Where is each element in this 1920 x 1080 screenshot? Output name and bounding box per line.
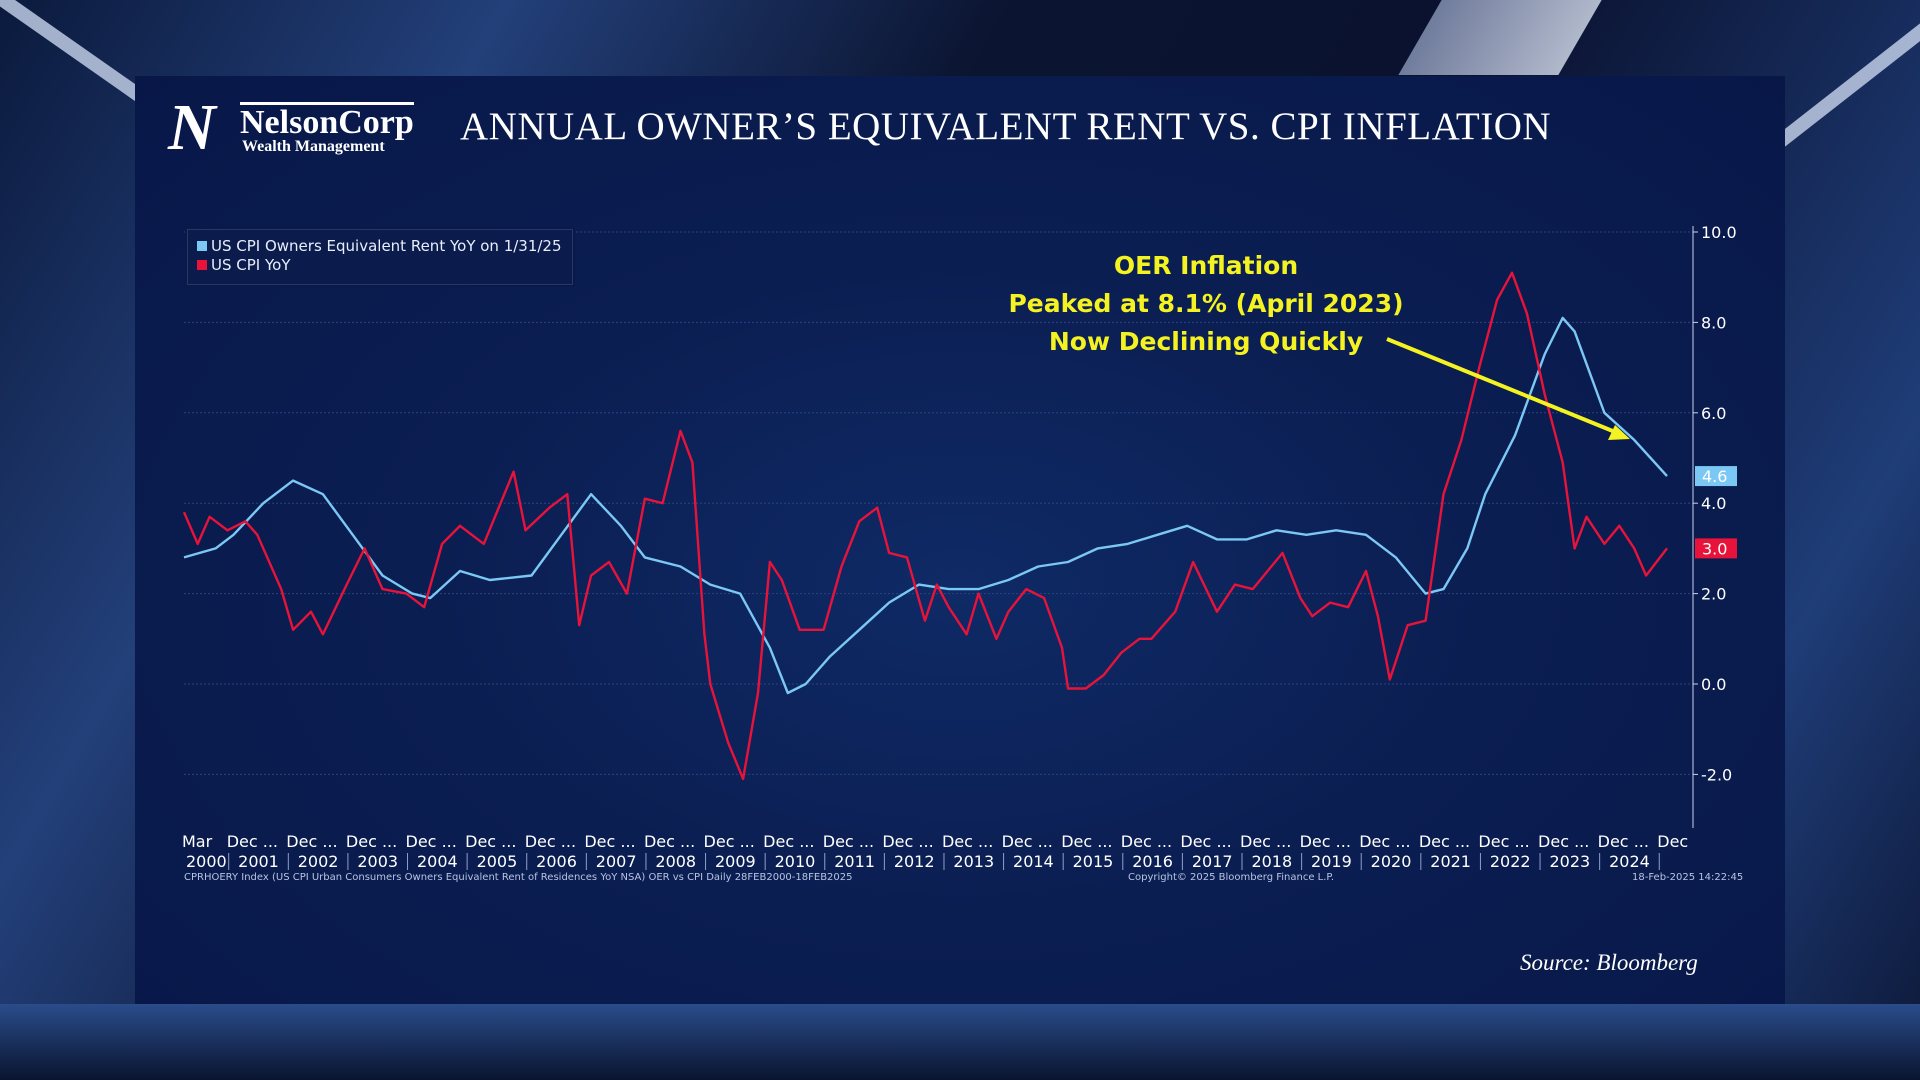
x-tick-label-year: 2015 xyxy=(1073,852,1114,871)
last-value-label: 3.0 xyxy=(1702,539,1727,558)
grid xyxy=(184,231,1693,775)
x-tick-label-year: 2007 xyxy=(596,852,637,871)
x-tick-label-year: 2006 xyxy=(536,852,577,871)
studio-floor xyxy=(0,1004,1920,1080)
x-tick-label-year: 2011 xyxy=(834,852,875,871)
x-tick-label-top: Dec ... xyxy=(942,832,993,851)
x-tick-label-top: Dec ... xyxy=(1180,832,1231,851)
annotation-line: OER Inflation xyxy=(1113,251,1299,280)
x-tick-label-top: Dec ... xyxy=(1478,832,1529,851)
x-tick-label-top: Dec ... xyxy=(823,832,874,851)
x-tick-label-year: 2008 xyxy=(655,852,696,871)
x-tick-label-top: Dec ... xyxy=(1240,832,1291,851)
y-tick-label: 8.0 xyxy=(1701,313,1726,332)
y-tick-label: 4.0 xyxy=(1701,494,1726,513)
logo-name: NelsonCorp xyxy=(240,102,414,141)
x-tick-label-top: Mar xyxy=(182,832,213,851)
last-value-tag xyxy=(1695,466,1737,487)
y-tick-label: -2.0 xyxy=(1701,765,1732,784)
x-tick-label-top: Dec ... xyxy=(584,832,635,851)
annotation-arrowhead xyxy=(1608,425,1630,440)
legend-swatch xyxy=(197,260,207,270)
x-tick-label-year: 2024 xyxy=(1609,852,1650,871)
cpi-line xyxy=(182,271,1668,781)
x-tick-label-year: 2003 xyxy=(357,852,398,871)
last-value-label: 4.6 xyxy=(1702,467,1727,486)
x-tick-label-top: Dec ... xyxy=(525,832,576,851)
x-tick-label-year: 2020 xyxy=(1371,852,1412,871)
x-tick-label-top: Dec ... xyxy=(1538,832,1589,851)
x-tick-label-top: Dec ... xyxy=(1598,832,1649,851)
x-tick-label-year: 2000 xyxy=(186,852,227,871)
x-tick-label-top: Dec ... xyxy=(1061,832,1112,851)
chart-annotation: OER Inflation Peaked at 8.1% (April 2023… xyxy=(1000,247,1412,361)
x-tick-label-top: Dec ... xyxy=(346,832,397,851)
x-tick-label-year: 2021 xyxy=(1430,852,1471,871)
x-tick-label-year: 2005 xyxy=(477,852,518,871)
axes: 10.0 8.0 6.0 4.0 2.0 0.0 -2.0 4.6 3.0 Mar Dec ... D… xyxy=(182,223,1737,871)
x-tick-label-year: 2001 xyxy=(238,852,279,871)
annotation-line: Now Declining Quickly xyxy=(1048,327,1364,356)
x-tick-label-year: 2012 xyxy=(894,852,935,871)
x-tick-label-top: Dec ... xyxy=(1300,832,1351,851)
footer-timestamp: 18-Feb-2025 14:22:45 xyxy=(1632,872,1744,883)
x-tick-label-year: 2023 xyxy=(1549,852,1590,871)
footer-index-description: CPRHOERY Index (US CPI Urban Consumers O… xyxy=(184,872,853,883)
x-tick-label-top: Dec ... xyxy=(763,832,814,851)
chart-legend: US CPI Owners Equivalent Rent YoY on 1/3… xyxy=(185,227,575,287)
x-tick-label-top: Dec ... xyxy=(286,832,337,851)
legend-swatch xyxy=(197,241,207,251)
x-tick-label-year: 2013 xyxy=(953,852,994,871)
legend-item-oer: US CPI Owners Equivalent Rent YoY on 1/3… xyxy=(197,237,573,256)
footer-copyright: Copyright© 2025 Bloomberg Finance L.P. xyxy=(1128,872,1335,883)
series-lines xyxy=(182,271,1668,781)
x-tick-label-top: Dec ... xyxy=(704,832,755,851)
logo-subtitle: Wealth Management xyxy=(242,138,385,155)
y-tick-label: 0.0 xyxy=(1701,675,1726,694)
nelsoncorp-logo: N NelsonCorp Wealth Management xyxy=(168,91,418,164)
y-tick-label: 2.0 xyxy=(1701,585,1726,604)
x-tick-label-year: 2017 xyxy=(1192,852,1233,871)
x-tick-label-top: Dec ... xyxy=(1419,832,1470,851)
oer-line xyxy=(183,316,1668,695)
x-tick-label-top: Dec ... xyxy=(1121,832,1172,851)
x-tick-label-top: Dec ... xyxy=(1359,832,1410,851)
x-tick-label-year: 2002 xyxy=(298,852,339,871)
y-tick-label: 10.0 xyxy=(1701,223,1737,242)
x-tick-label-year: 2010 xyxy=(775,852,816,871)
x-tick-label-year: 2019 xyxy=(1311,852,1352,871)
x-tick-label-top: Dec ... xyxy=(406,832,457,851)
x-tick-label-top: Dec ... xyxy=(1002,832,1053,851)
x-tick-label-top: Dec ... xyxy=(465,832,516,851)
last-value-tag xyxy=(1695,538,1737,559)
source-note: Source: Bloomberg xyxy=(1520,950,1698,975)
logo-mark: N xyxy=(168,91,216,164)
x-tick-label-year: 2009 xyxy=(715,852,756,871)
x-tick-label-year: 2014 xyxy=(1013,852,1054,871)
x-tick-label-year: 2022 xyxy=(1490,852,1531,871)
x-tick-label-year: 2018 xyxy=(1251,852,1292,871)
legend-label: US CPI Owners Equivalent Rent YoY on 1/3… xyxy=(211,237,562,255)
annotation-arrow xyxy=(1386,337,1621,436)
x-tick-label-top: Dec ... xyxy=(882,832,933,851)
x-tick-label-year: 2004 xyxy=(417,852,458,871)
x-tick-label-top: Dec xyxy=(1657,832,1688,851)
y-tick-label: 6.0 xyxy=(1701,404,1726,423)
x-tick-label-top: Dec ... xyxy=(644,832,695,851)
page-title: ANNUAL OWNER’S EQUIVALENT RENT VS. CPI I… xyxy=(460,105,1552,148)
legend-label: US CPI YoY xyxy=(211,256,291,274)
x-tick-label-year: 2016 xyxy=(1132,852,1173,871)
legend-item-cpi: US CPI YoY xyxy=(197,256,573,275)
annotation-line: Peaked at 8.1% (April 2023) xyxy=(1008,289,1404,318)
x-tick-label-top: Dec ... xyxy=(227,832,278,851)
